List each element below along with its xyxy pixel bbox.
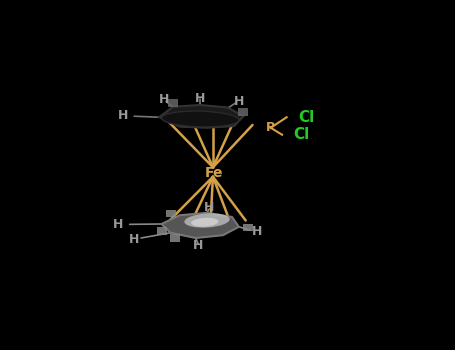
FancyBboxPatch shape — [170, 234, 180, 242]
Ellipse shape — [191, 218, 218, 227]
FancyBboxPatch shape — [157, 227, 167, 235]
Text: H: H — [193, 239, 203, 252]
FancyBboxPatch shape — [168, 99, 178, 107]
Polygon shape — [159, 105, 243, 128]
Text: H: H — [252, 225, 262, 238]
Text: Cl: Cl — [298, 110, 314, 125]
FancyBboxPatch shape — [166, 210, 176, 217]
Text: Fe: Fe — [205, 166, 223, 180]
Text: H: H — [204, 201, 214, 214]
Text: H: H — [113, 218, 123, 231]
FancyBboxPatch shape — [238, 108, 248, 116]
Polygon shape — [162, 213, 239, 238]
Ellipse shape — [162, 111, 239, 127]
Text: H: H — [195, 91, 205, 105]
Text: H: H — [129, 233, 139, 246]
Text: H: H — [159, 93, 169, 106]
Ellipse shape — [184, 214, 230, 228]
Text: H: H — [234, 95, 244, 108]
Text: Cl: Cl — [293, 127, 310, 142]
FancyBboxPatch shape — [243, 224, 253, 231]
Text: P: P — [266, 121, 275, 134]
Text: H: H — [118, 109, 128, 122]
